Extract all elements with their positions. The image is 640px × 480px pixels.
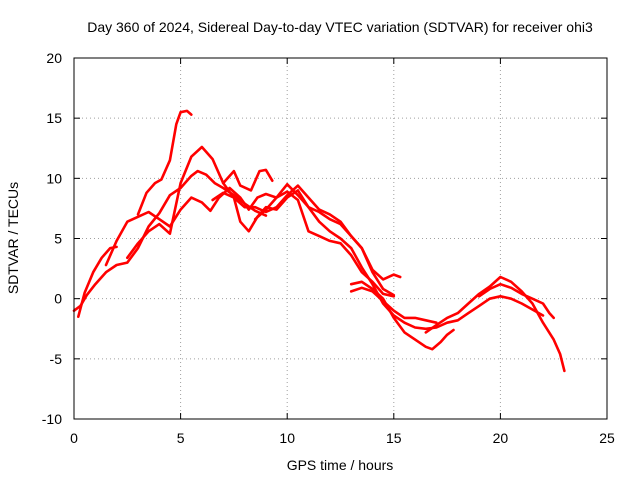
y-tick-label: -5 [50,351,63,367]
y-tick-label: 10 [46,170,62,186]
x-tick-label: 10 [279,430,295,446]
x-tick-label: 25 [599,430,615,446]
y-axis-label: SDTVAR / TECUs [5,182,21,294]
series-line-sat-1 [72,169,268,312]
x-tick-label: 5 [177,430,185,446]
series-line-sat-8 [253,190,396,298]
y-axis: -10 -5 0 5 10 15 20 [42,50,607,427]
x-tick-label: 15 [386,430,402,446]
series-line-sat-4 [104,183,396,297]
y-tick-label: 20 [46,50,62,66]
series-line-sat-6 [211,189,545,331]
series-line-sat-10 [349,286,438,324]
x-tick-label: 0 [70,430,78,446]
series-line-sat-9 [349,280,455,351]
y-tick-label: -10 [42,411,62,427]
y-tick-label: 5 [54,231,62,247]
data-series [72,109,566,373]
y-tick-label: 0 [54,291,62,307]
series-line-sat-7 [221,168,274,192]
series-line-sat-3 [77,245,118,318]
series-line-sat-5 [126,145,402,281]
x-axis-label: GPS time / hours [287,457,394,473]
y-tick-label: 15 [46,110,62,126]
series-line-sat-2 [136,109,193,216]
chart-title: Day 360 of 2024, Sidereal Day-to-day VTE… [87,19,593,35]
x-axis: 0 5 10 15 20 25 [70,58,615,446]
series-line-sat-11 [424,275,566,373]
x-tick-label: 20 [493,430,509,446]
series-line-sat-12 [477,282,555,320]
